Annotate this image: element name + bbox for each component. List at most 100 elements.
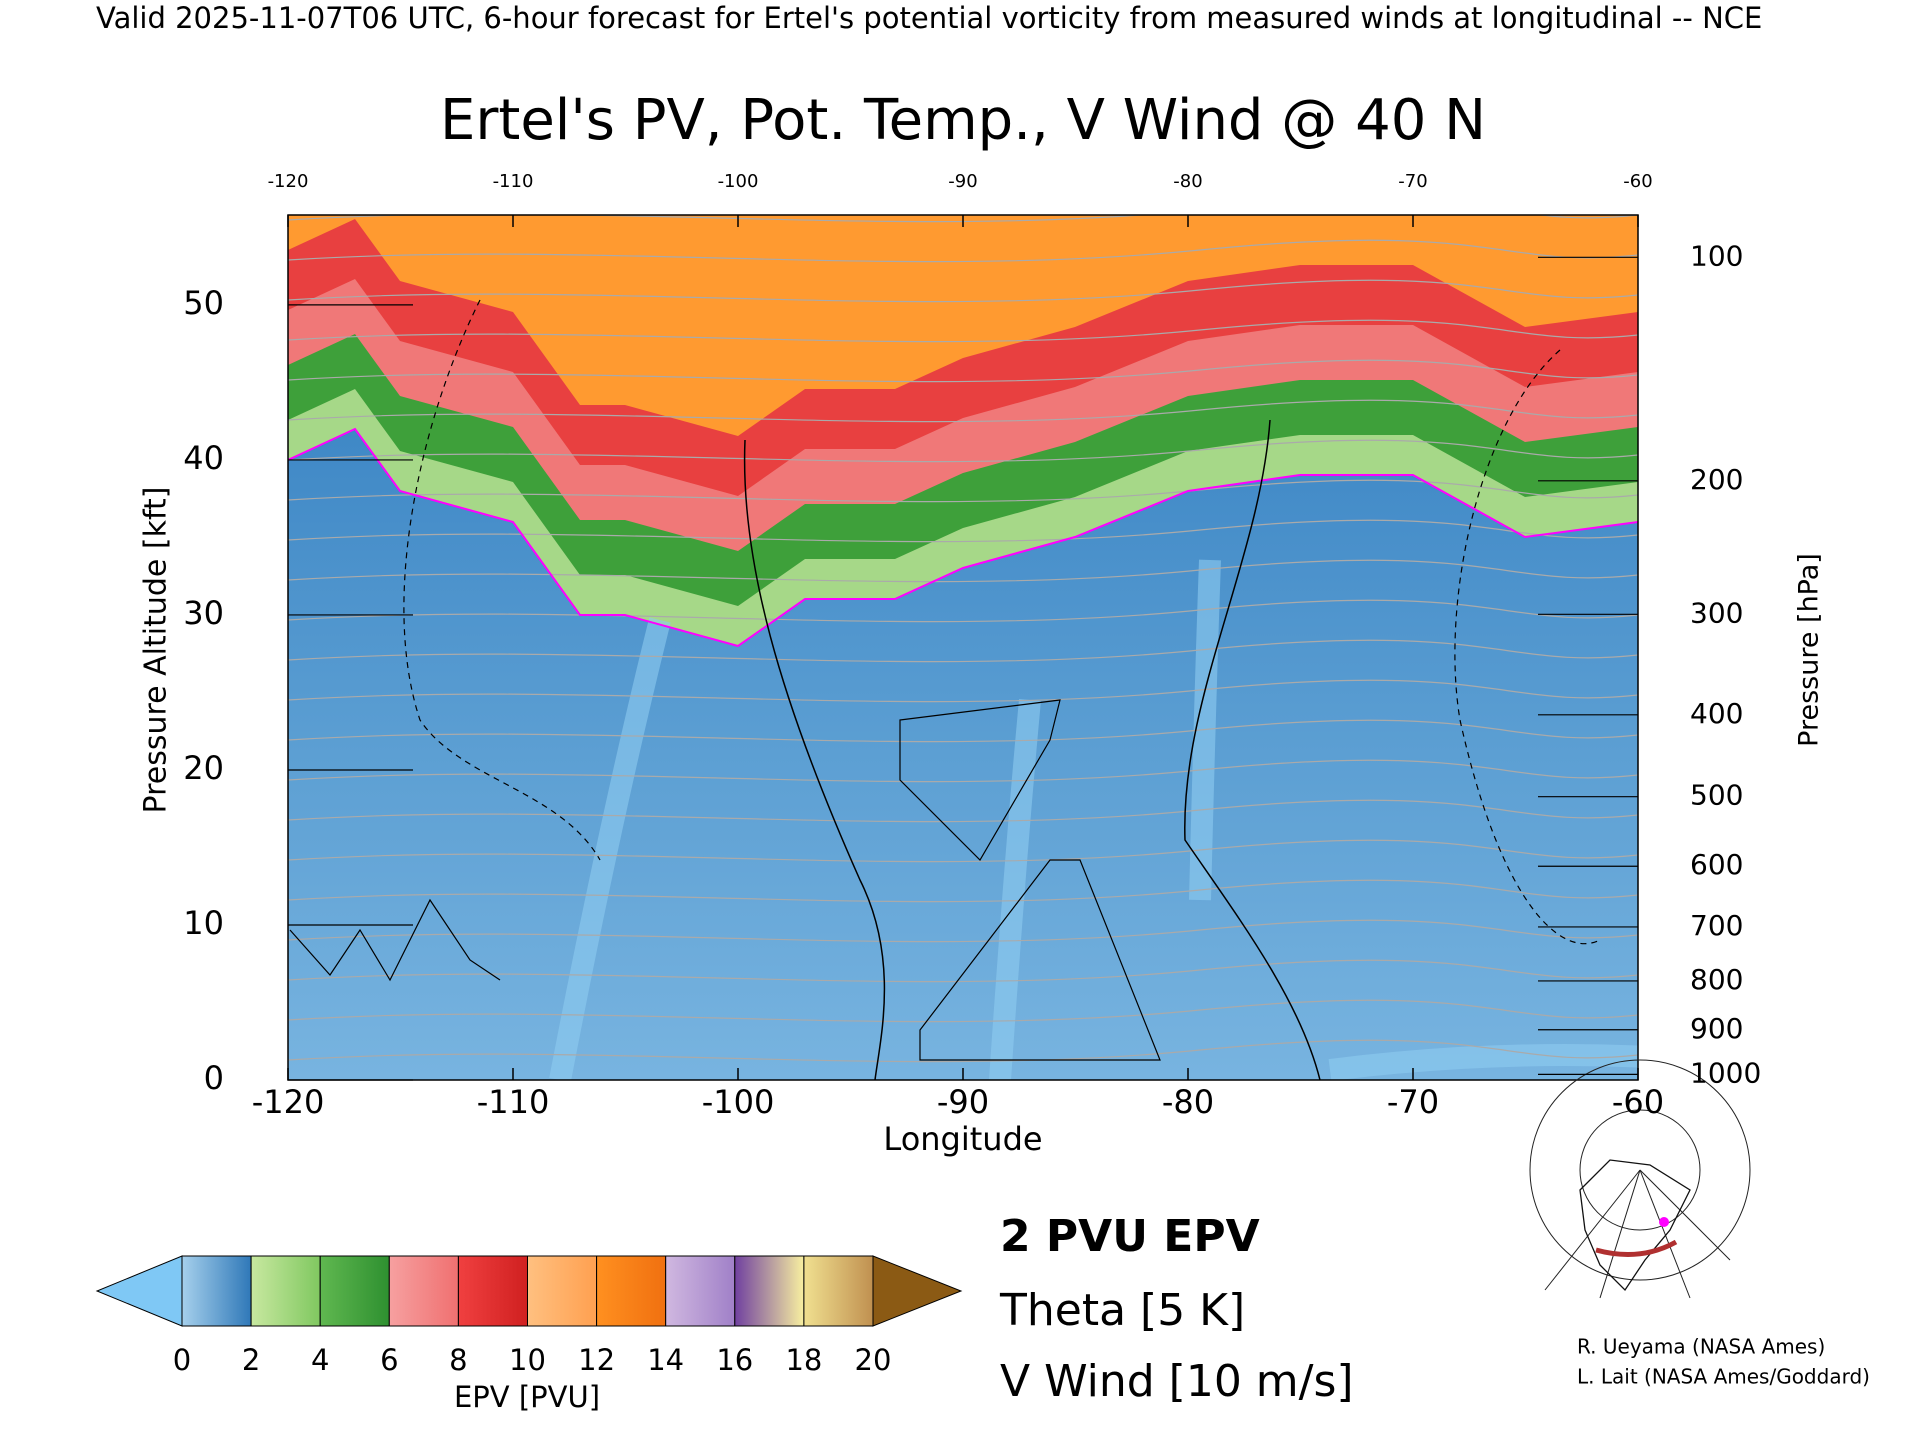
colorbar-over (872, 1255, 963, 1327)
y-tick-label: 0 (204, 1059, 224, 1097)
field-streak (1189, 559, 1221, 901)
x-tick-label: -60 (1612, 1083, 1664, 1121)
colorbar-tick-label: 14 (647, 1343, 684, 1377)
theta-line (288, 919, 1638, 943)
colorbar-tick-label: 10 (509, 1343, 546, 1377)
y2-tick-label: 700 (1690, 909, 1743, 942)
colorbar-bin (734, 1255, 805, 1327)
theta-line (288, 439, 1638, 463)
field-blue (288, 429, 1638, 1080)
colorbar-tick-label: 2 (242, 1343, 260, 1377)
y-tick-label: 30 (183, 594, 224, 632)
theta-line (288, 639, 1638, 663)
y2-tick-label: 1000 (1690, 1056, 1761, 1089)
y-tick-label: 20 (183, 749, 224, 787)
y-axis-label: Pressure Altitude [kft] (139, 487, 174, 814)
y-tick-label: 10 (183, 904, 224, 942)
wind-contour (919, 859, 1161, 1061)
theta-line (288, 399, 1638, 423)
theta-line (288, 679, 1638, 703)
colorbar-bin (388, 1255, 459, 1327)
colorbar-bin (250, 1255, 321, 1327)
credit: R. Ueyama (NASA Ames) (1577, 1335, 1825, 1359)
x-tick-label: -70 (1387, 1083, 1439, 1121)
theta-line (288, 239, 1638, 263)
credit: L. Lait (NASA Ames/Goddard) (1577, 1365, 1870, 1389)
top-x-tick-label: -90 (948, 171, 977, 192)
colorbar-bin (803, 1255, 874, 1327)
top-x-tick-label: -120 (268, 171, 309, 192)
chart-title: Ertel's PV, Pot. Temp., V Wind @ 40 N (440, 88, 1486, 153)
colorbar-tick-label: 20 (855, 1343, 892, 1377)
colorbar-bin (665, 1255, 736, 1327)
theta-line (288, 999, 1638, 1023)
x-tick-label: -90 (937, 1083, 989, 1121)
colorbar-tick-label: 4 (311, 1343, 329, 1377)
theta-line (288, 759, 1638, 783)
y2-tick-label: 800 (1690, 963, 1743, 996)
colorbar-bin (457, 1255, 528, 1327)
x-tick-label: -120 (252, 1083, 325, 1121)
y2-tick-label: 200 (1690, 463, 1743, 496)
wind-contour (743, 439, 886, 1080)
theta-line (288, 719, 1638, 743)
wind-contour-dashed (403, 299, 601, 861)
header: Valid 2025-11-07T06 UTC, 6-hour forecast… (96, 1, 1762, 35)
colorbar-tick-label: 12 (578, 1343, 615, 1377)
x-axis-label: Longitude (883, 1120, 1042, 1158)
theta-line (288, 279, 1638, 303)
field-streak (549, 617, 671, 1080)
colorbar-bin (527, 1255, 598, 1327)
colorbar-bin (319, 1255, 390, 1327)
x-tick-label: -100 (702, 1083, 775, 1121)
colorbar-tick-label: 16 (716, 1343, 753, 1377)
theta-line (288, 839, 1638, 863)
y2-axis-label: Pressure [hPa] (1794, 553, 1825, 747)
theta-line (288, 879, 1638, 903)
theta-line (288, 215, 1638, 223)
wind-contour (289, 898, 501, 982)
colorbar-bin (596, 1255, 667, 1327)
colorbar-label: EPV [PVU] (454, 1380, 600, 1414)
top-x-tick-label: -110 (493, 171, 534, 192)
theta-line (288, 319, 1638, 343)
colorbar-tick-label: 18 (785, 1343, 822, 1377)
legend-wind: V Wind [10 m/s] (1000, 1356, 1354, 1407)
colorbar-tick-label: 0 (173, 1343, 191, 1377)
colorbar-tick-label: 6 (380, 1343, 398, 1377)
legend-epv: 2 PVU EPV (1000, 1211, 1260, 1262)
colorbar-tick-label: 8 (449, 1343, 467, 1377)
colorbar-under (95, 1255, 183, 1327)
theta-line (288, 799, 1638, 823)
y-tick-label: 50 (183, 284, 224, 322)
top-x-tick-label: -70 (1398, 171, 1427, 192)
field-streak (989, 698, 1041, 1080)
legend-theta: Theta [5 K] (999, 1285, 1245, 1336)
theta-line (288, 559, 1638, 583)
y2-tick-label: 400 (1690, 697, 1743, 730)
x-tick-label: -80 (1162, 1083, 1214, 1121)
y2-tick-label: 600 (1690, 848, 1743, 881)
top-x-tick-label: -80 (1173, 171, 1202, 192)
theta-line (288, 479, 1638, 503)
theta-line (288, 599, 1638, 623)
map-inset (1529, 1059, 1751, 1299)
colorbar-bin (181, 1255, 252, 1327)
x-tick-label: -110 (477, 1083, 550, 1121)
theta-line (288, 1039, 1638, 1063)
wind-contour (1184, 419, 1321, 1080)
field-streak (1328, 1044, 1638, 1080)
contour-field (288, 215, 1638, 1080)
tropopause-line (288, 427, 1638, 648)
y2-tick-label: 500 (1690, 779, 1743, 812)
y2-tick-label: 100 (1690, 239, 1743, 272)
theta-line (288, 959, 1638, 983)
top-x-tick-label: -100 (718, 171, 759, 192)
theta-line (288, 359, 1638, 383)
y2-tick-label: 300 (1690, 596, 1743, 629)
wind-contour-dashed (1454, 349, 1601, 945)
y-tick-label: 40 (183, 439, 224, 477)
top-x-tick-label: -60 (1623, 171, 1652, 192)
y2-tick-label: 900 (1690, 1012, 1743, 1045)
